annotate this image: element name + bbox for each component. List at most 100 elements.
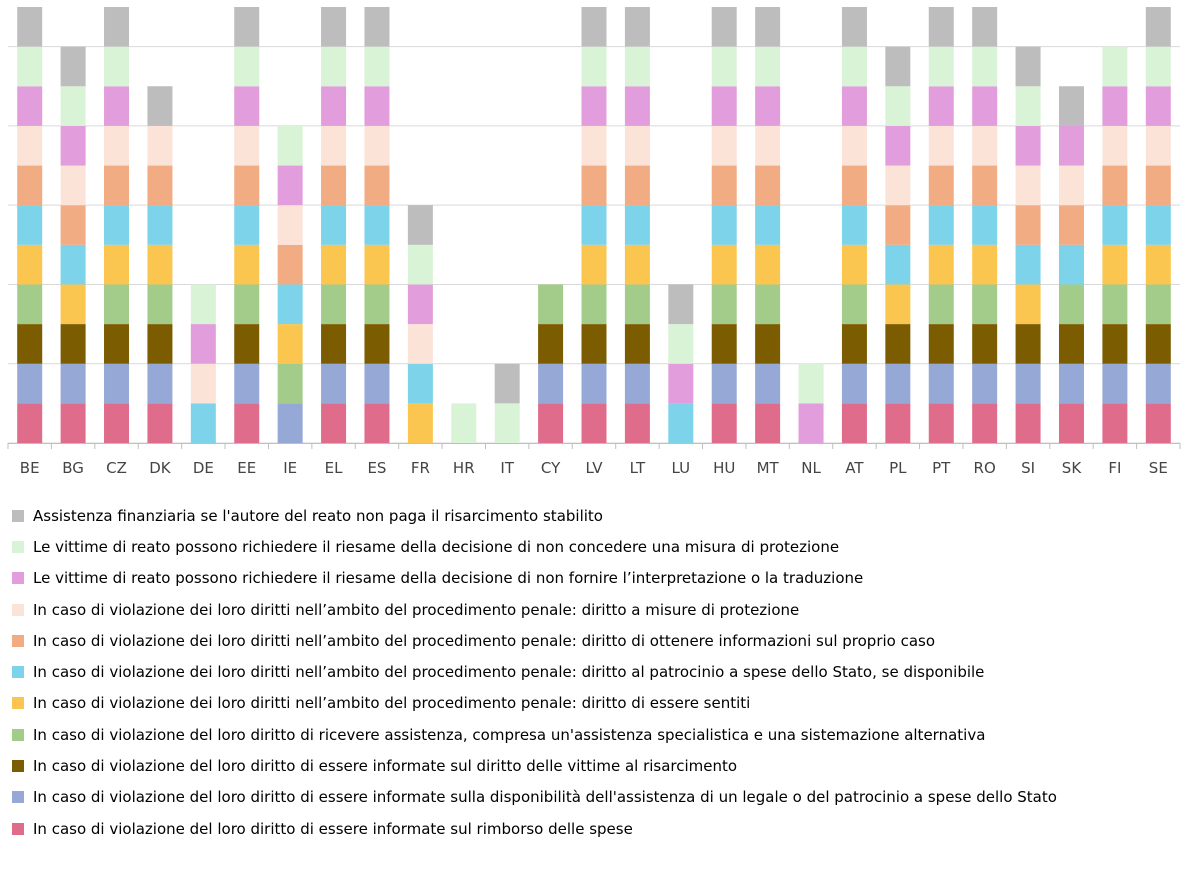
- bar-segment: [841, 284, 867, 325]
- bar-segment: [364, 244, 390, 285]
- bar-segment: [17, 284, 43, 325]
- bar-segment: [60, 403, 86, 443]
- bar-segment: [1102, 403, 1128, 443]
- bar-segment: [972, 165, 998, 206]
- legend-label: In caso di violazione del loro diritto d…: [33, 819, 633, 838]
- x-tick-label: IE: [283, 459, 297, 477]
- bar-segment: [1102, 284, 1128, 325]
- legend-label: In caso di violazione del loro diritto d…: [33, 757, 738, 776]
- bar-segment: [147, 244, 173, 285]
- bar-segment: [364, 363, 390, 404]
- bar-segment: [711, 403, 737, 443]
- bar-segment: [885, 284, 911, 325]
- bar-segment: [972, 284, 998, 325]
- bar-segment: [1145, 324, 1171, 364]
- bar-segment: [17, 125, 43, 166]
- stacked-bar-chart: BE BG CZ DK DE EE IE EL ES FR HR IT CY LV LT LU HU MT NL AT…: [7, 7, 1181, 477]
- x-tick-label: EL: [325, 459, 343, 477]
- bar-segment: [624, 324, 650, 364]
- legend-swatch: [12, 634, 24, 647]
- bar-segment: [581, 125, 607, 166]
- bar-segment: [277, 244, 303, 285]
- bar-segment: [538, 403, 564, 443]
- bar-segment: [711, 205, 737, 245]
- bar-segment: [538, 363, 564, 404]
- bar-segment: [972, 46, 998, 87]
- bar-segment: [972, 7, 998, 47]
- bar-segment: [885, 205, 911, 245]
- bar-segment: [581, 284, 607, 325]
- bar-segment: [581, 403, 607, 443]
- x-tick-label: EE: [237, 459, 256, 477]
- x-tick-label: SK: [1062, 459, 1083, 477]
- bar-segment: [321, 284, 347, 325]
- legend-swatch: [12, 509, 24, 522]
- bar-segment: [104, 125, 130, 166]
- bar-segment: [147, 205, 173, 245]
- bar-segment: [321, 403, 347, 443]
- x-tick-label: DK: [149, 459, 172, 477]
- bar-segment: [668, 363, 694, 404]
- bar-segment: [798, 363, 824, 404]
- bar-segment: [624, 403, 650, 443]
- bar-segment: [624, 165, 650, 206]
- bar-segment: [841, 205, 867, 245]
- bar-segment: [277, 324, 303, 364]
- bar-segment: [1058, 205, 1084, 245]
- bar-segment: [1145, 403, 1171, 443]
- legend-swatch: [12, 540, 24, 553]
- x-tick-label: SE: [1149, 459, 1168, 477]
- bar-segment: [1015, 205, 1041, 245]
- bar-segment: [928, 403, 954, 443]
- bar-segment: [928, 324, 954, 364]
- bar-segment: [1058, 165, 1084, 206]
- bar-segment: [494, 403, 520, 443]
- bar-segment: [711, 7, 737, 47]
- bar-segment: [1145, 284, 1171, 325]
- bar-segment: [1145, 363, 1171, 404]
- bar-segment: [581, 244, 607, 285]
- bar-segment: [885, 165, 911, 206]
- bar-segment: [60, 46, 86, 87]
- bar-segment: [321, 205, 347, 245]
- bar-segment: [1015, 86, 1041, 126]
- x-tick-label: FR: [411, 459, 430, 477]
- bar-segment: [1058, 363, 1084, 404]
- bar-segment: [885, 125, 911, 166]
- bar-segment: [1015, 244, 1041, 285]
- bar-segment: [321, 125, 347, 166]
- bar-segment: [711, 244, 737, 285]
- bar-segment: [234, 46, 260, 87]
- bar-segment: [17, 403, 43, 443]
- bar-segment: [234, 125, 260, 166]
- bar-segment: [234, 363, 260, 404]
- x-tick-label: HR: [453, 459, 475, 477]
- bar-segment: [624, 244, 650, 285]
- bar-segment: [755, 284, 781, 325]
- bar-segment: [885, 363, 911, 404]
- bar-segment: [841, 244, 867, 285]
- bar-segment: [1102, 363, 1128, 404]
- bar-segment: [885, 403, 911, 443]
- legend-label: In caso di violazione dei loro diritti n…: [33, 694, 751, 713]
- x-tick-label: IT: [500, 459, 514, 477]
- bar-segment: [407, 205, 433, 245]
- legend-item: In caso di violazione del loro diritto d…: [12, 719, 1182, 750]
- x-tick-label: FI: [1108, 459, 1121, 477]
- bar-segment: [364, 165, 390, 206]
- legend-item: In caso di violazione dei loro diritti n…: [12, 625, 1182, 656]
- bar-segment: [538, 324, 564, 364]
- bar-segment: [190, 363, 216, 404]
- x-tick-label: LV: [586, 459, 604, 477]
- legend-label: Le vittime di reato possono richiedere i…: [33, 537, 840, 556]
- bar-segment: [711, 86, 737, 126]
- bar-segment: [624, 284, 650, 325]
- bar-segment: [1015, 403, 1041, 443]
- bar-segment: [1145, 165, 1171, 206]
- legend-label: In caso di violazione dei loro diritti n…: [33, 600, 800, 619]
- bar-segment: [321, 7, 347, 47]
- bar-segment: [147, 324, 173, 364]
- bar-segment: [364, 86, 390, 126]
- bar-segment: [60, 244, 86, 285]
- x-tick-label: NL: [801, 459, 821, 477]
